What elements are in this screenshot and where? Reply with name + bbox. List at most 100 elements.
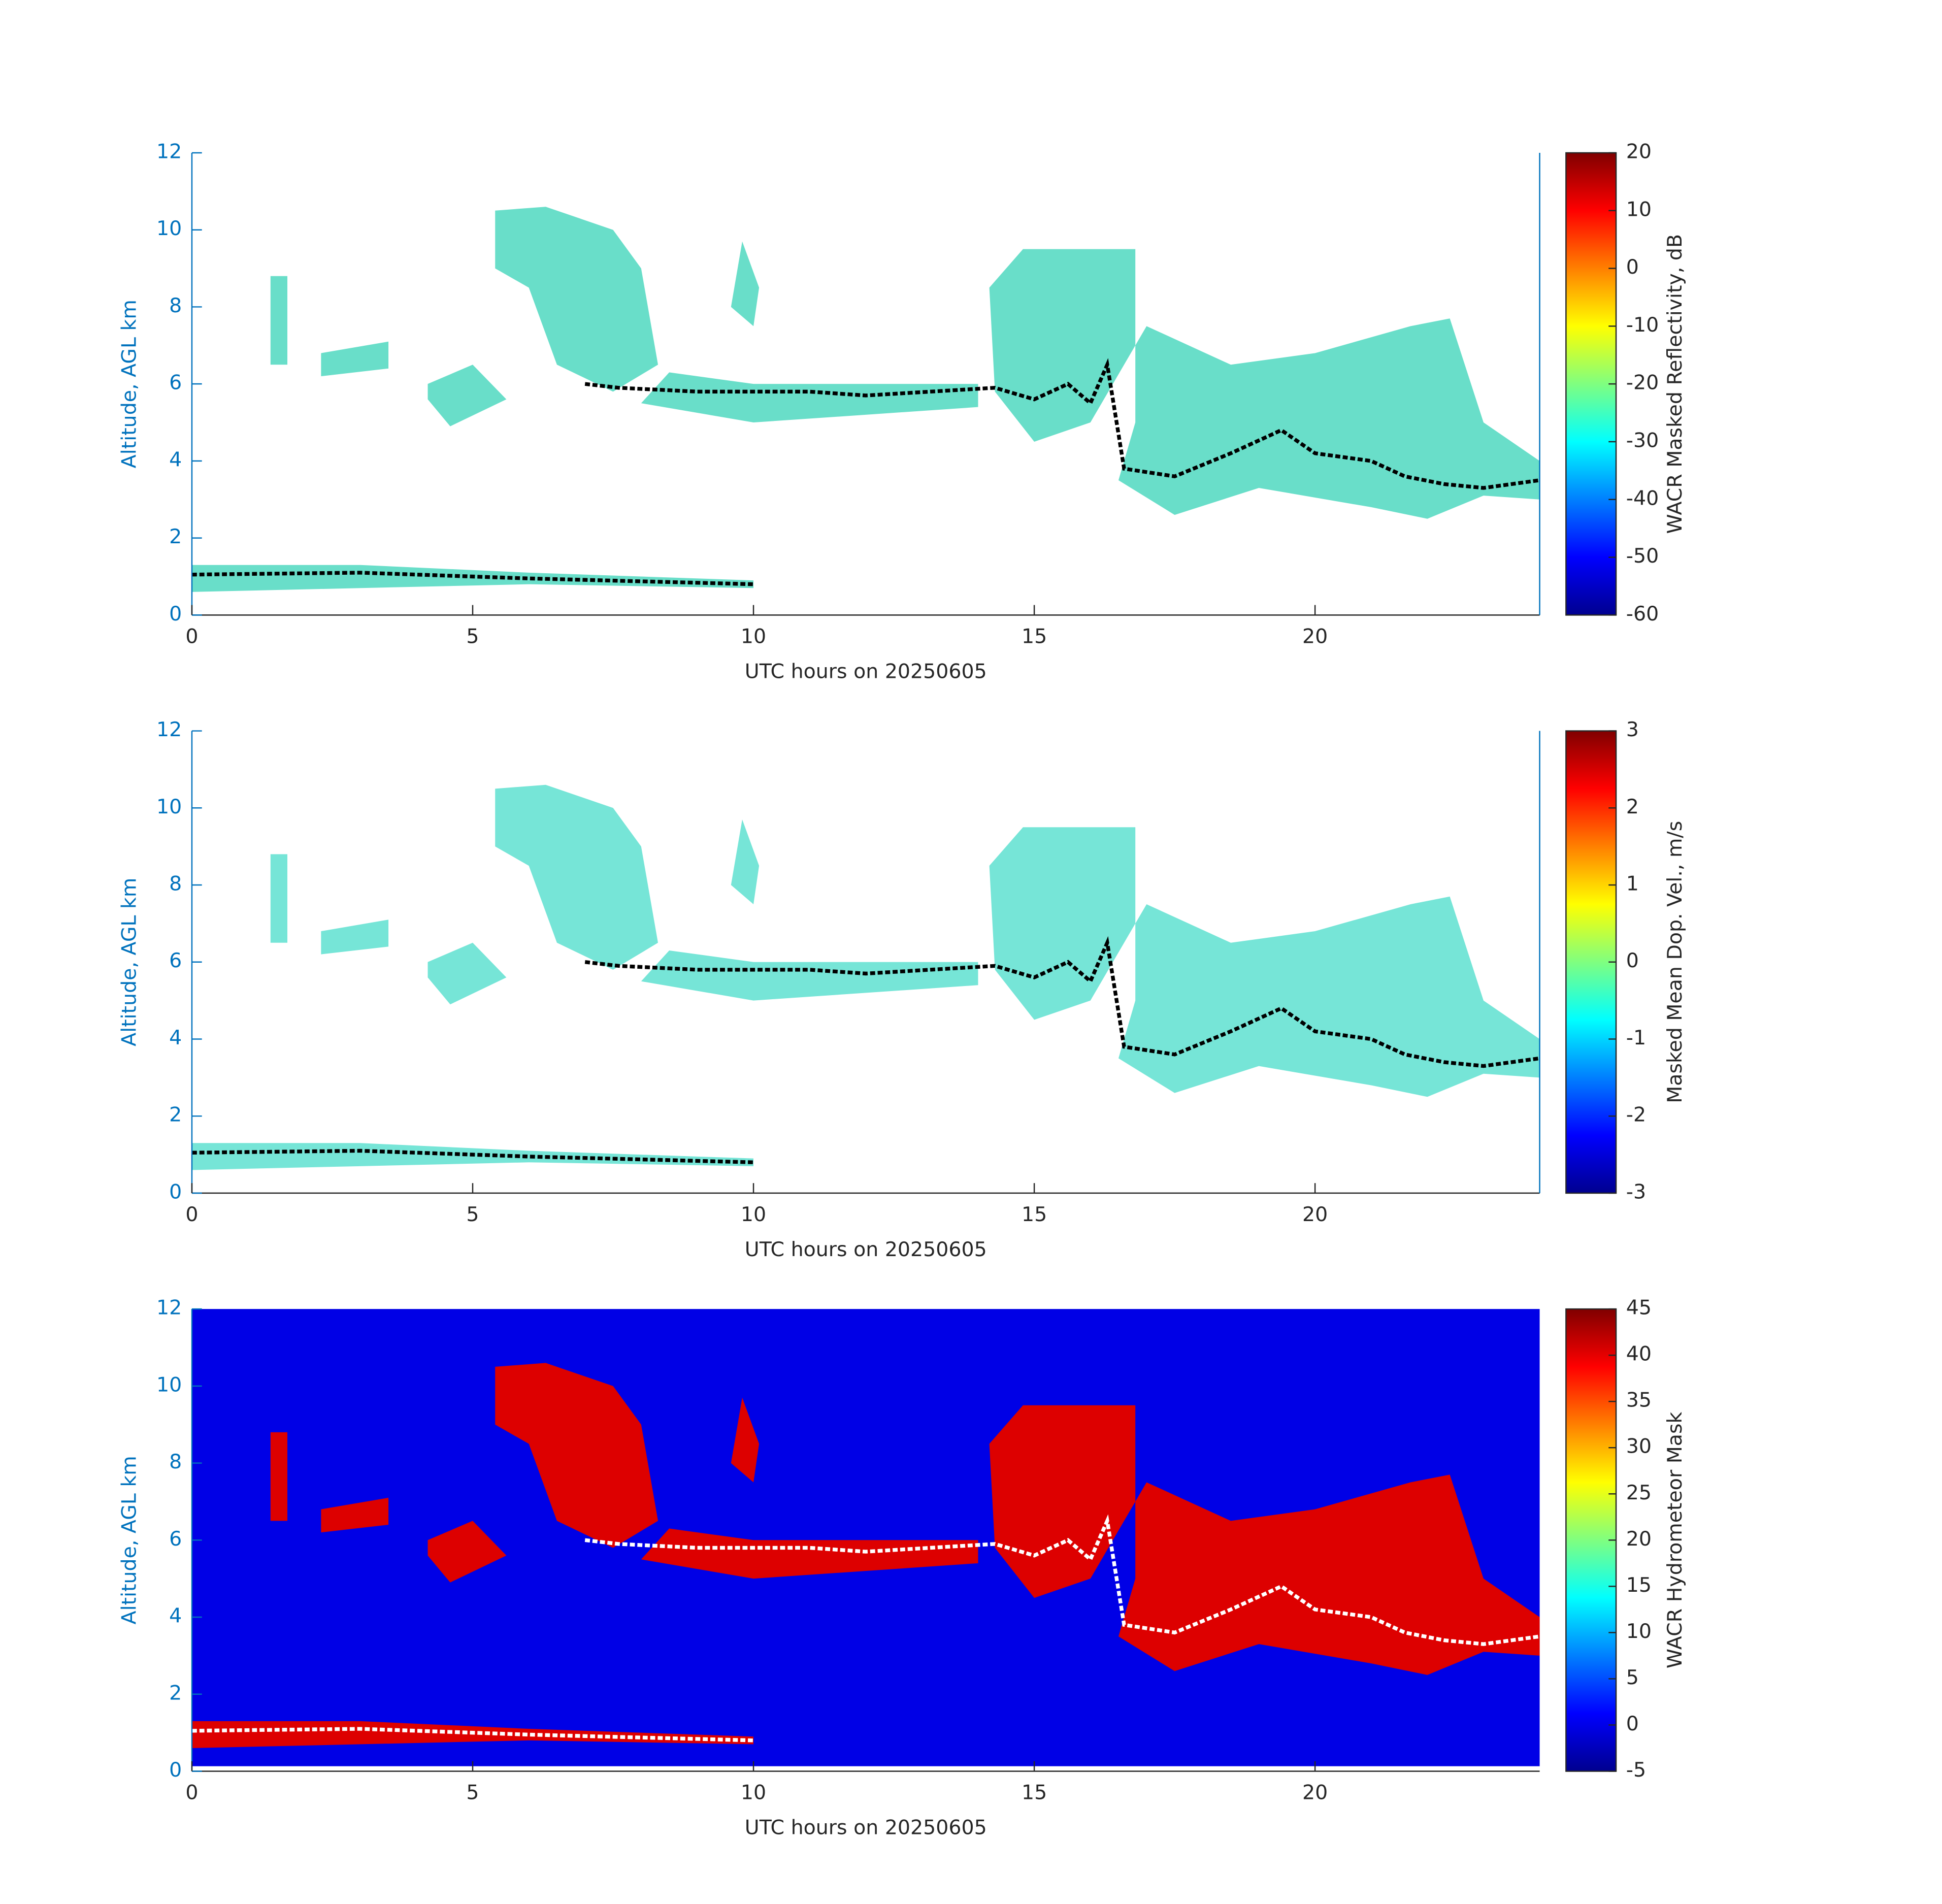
colorbar-tick-label: 0 <box>1626 1712 1639 1735</box>
cloud-region <box>321 1497 389 1533</box>
x-tick-label: 15 <box>1022 1203 1047 1226</box>
colorbar-tick-label: 45 <box>1626 1296 1652 1320</box>
colorbar-tick-label: -5 <box>1626 1758 1646 1782</box>
cloud-region <box>989 827 1540 1097</box>
colorbar-label: WACR Hydrometeor Mask <box>1663 1411 1687 1668</box>
y-tick-label: 4 <box>169 1604 182 1628</box>
colorbar-tick-label: 10 <box>1626 198 1652 221</box>
y-axis-label: Altitude, AGL km <box>118 878 141 1046</box>
colorbar <box>1565 152 1617 616</box>
y-tick-label: 6 <box>169 1527 182 1551</box>
x-tick-label: 0 <box>185 1203 198 1226</box>
colorbar-tick-label: 20 <box>1626 140 1652 163</box>
colorbar-tick-label: 0 <box>1626 949 1639 972</box>
colorbar-tick-label: 30 <box>1626 1435 1652 1458</box>
cloud-region <box>731 1397 760 1483</box>
cloud-region <box>731 241 760 326</box>
y-tick-label: 2 <box>169 1681 182 1704</box>
cloud-region <box>321 341 389 376</box>
colorbar <box>1565 1308 1617 1772</box>
y-tick-label: 8 <box>169 1450 182 1473</box>
x-tick-label: 15 <box>1022 625 1047 648</box>
cloud-region <box>427 1521 507 1583</box>
x-tick-label: 15 <box>1022 1781 1047 1804</box>
y-tick-label: 10 <box>156 217 182 240</box>
y-tick-label: 10 <box>156 795 182 818</box>
cloud-region <box>495 784 659 970</box>
y-tick-label: 12 <box>156 140 182 163</box>
y-tick-label: 8 <box>169 294 182 317</box>
x-tick-label: 10 <box>741 1203 766 1226</box>
colorbar-tick-label: 35 <box>1626 1389 1652 1412</box>
y-tick-label: 0 <box>169 602 182 626</box>
colorbar-tick-label: 3 <box>1626 718 1639 741</box>
y-tick-label: 6 <box>169 371 182 395</box>
x-tick-label: 20 <box>1302 1203 1328 1226</box>
colorbar-tick-label: -2 <box>1626 1103 1646 1127</box>
cloud-region <box>731 819 760 904</box>
cloud-boundary <box>584 1514 1540 1646</box>
cloud-region <box>270 276 287 365</box>
colorbar-tick-label: 5 <box>1626 1666 1639 1689</box>
x-axis-label: UTC hours on 20250605 <box>745 1238 987 1261</box>
cloud-boundary <box>191 1727 754 1743</box>
cloud-region <box>495 1363 659 1548</box>
y-axis-label: Altitude, AGL km <box>118 1456 141 1624</box>
cloud-region <box>641 950 978 1001</box>
cloud-region <box>270 854 287 943</box>
colorbar-tick-label: -1 <box>1626 1026 1646 1049</box>
cloud-boundary <box>191 1148 754 1164</box>
colorbar-tick-label: -50 <box>1626 544 1659 568</box>
cloud-boundary <box>584 936 1540 1068</box>
colorbar-tick-label: -30 <box>1626 429 1659 452</box>
colorbar-tick-label: 0 <box>1626 255 1639 279</box>
colorbar-tick-label: 25 <box>1626 1481 1652 1504</box>
x-axis-label: UTC hours on 20250605 <box>745 660 987 683</box>
x-tick-label: 10 <box>741 625 766 648</box>
cloud-region <box>191 1143 754 1170</box>
cloud-boundary <box>191 571 754 586</box>
x-tick-label: 0 <box>185 1781 198 1804</box>
x-tick-label: 5 <box>466 1781 479 1804</box>
colorbar-tick-label: -3 <box>1626 1180 1646 1203</box>
colorbar-label: WACR Masked Reflectivity, dB <box>1663 234 1687 534</box>
colorbar-tick-label: 2 <box>1626 795 1639 818</box>
y-tick-label: 12 <box>156 718 182 741</box>
y-tick-label: 2 <box>169 525 182 548</box>
y-tick-label: 8 <box>169 872 182 896</box>
colorbar-label: Masked Mean Dop. Vel., m/s <box>1663 821 1687 1103</box>
cloud-region <box>641 1528 978 1579</box>
y-tick-label: 0 <box>169 1758 182 1782</box>
y-tick-label: 0 <box>169 1180 182 1203</box>
cloud-region <box>427 942 507 1005</box>
x-tick-label: 0 <box>185 625 198 648</box>
cloud-region <box>191 565 754 592</box>
colorbar-tick-label: 40 <box>1626 1342 1652 1366</box>
colorbar-tick-label: -40 <box>1626 486 1659 510</box>
cloud-region <box>495 207 659 392</box>
cloud-region <box>989 1405 1540 1675</box>
y-axis-label: Altitude, AGL km <box>118 300 141 468</box>
colorbar-tick-label: 15 <box>1626 1573 1652 1597</box>
y-tick-label: 10 <box>156 1373 182 1396</box>
cloud-boundary <box>584 358 1540 490</box>
colorbar-tick-label: 20 <box>1626 1527 1652 1551</box>
y-tick-label: 4 <box>169 1026 182 1049</box>
y-tick-label: 2 <box>169 1103 182 1127</box>
x-axis-label: UTC hours on 20250605 <box>745 1816 987 1839</box>
x-tick-label: 5 <box>466 1203 479 1226</box>
x-tick-label: 5 <box>466 625 479 648</box>
x-tick-label: 10 <box>741 1781 766 1804</box>
colorbar-tick-label: -10 <box>1626 313 1659 337</box>
colorbar-tick-label: 1 <box>1626 872 1639 896</box>
colorbar-tick-label: -20 <box>1626 371 1659 395</box>
x-tick-label: 20 <box>1302 1781 1328 1804</box>
cloud-region <box>321 920 389 955</box>
colorbar-tick-label: 10 <box>1626 1620 1652 1643</box>
cloud-region <box>270 1432 287 1521</box>
y-tick-label: 12 <box>156 1296 182 1320</box>
x-tick-label: 20 <box>1302 625 1328 648</box>
y-tick-label: 4 <box>169 448 182 471</box>
